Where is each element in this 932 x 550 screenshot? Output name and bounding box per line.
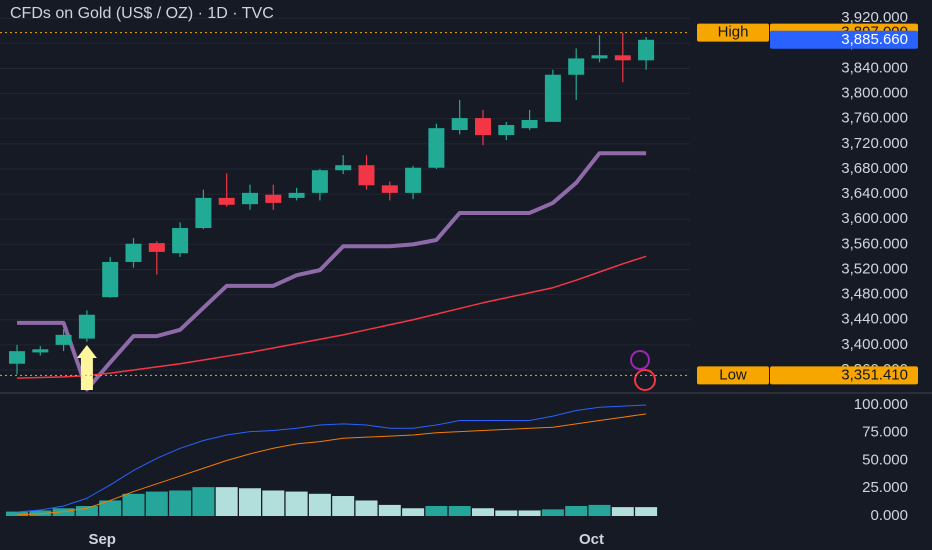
histogram-bar (215, 487, 238, 517)
candle-body (148, 243, 165, 252)
histogram-bar (472, 508, 494, 517)
candle-body (381, 185, 398, 193)
candle-body (218, 197, 235, 205)
y-tick-label: 3,840.000 (841, 59, 908, 76)
histogram-bar (565, 506, 588, 517)
candle-body (265, 194, 282, 203)
histogram-bar (169, 490, 192, 517)
price-name: High (718, 24, 749, 41)
histogram-bar (75, 506, 98, 517)
histogram-bar (29, 510, 52, 517)
histogram-bar (145, 491, 168, 517)
histogram-bar (635, 507, 658, 517)
histogram-bar (6, 511, 28, 517)
line (16, 404, 647, 513)
candle-body (195, 197, 212, 229)
histogram-bar (402, 508, 425, 517)
candle-body (405, 167, 422, 193)
candle-body (288, 192, 305, 198)
candle-body (544, 74, 561, 122)
x-tick-label: Oct (579, 531, 604, 548)
y-tick-label: 3,640.000 (841, 185, 908, 202)
candle-body (172, 228, 189, 254)
price-box (770, 30, 918, 49)
y-tick-label: 3,760.000 (841, 110, 908, 127)
candle-body (55, 334, 72, 345)
candle-body (335, 165, 352, 171)
candle-body (568, 58, 585, 75)
histogram-bar (239, 488, 261, 517)
candle-body (358, 165, 375, 186)
histogram-bar (425, 506, 448, 517)
histogram-bar (588, 504, 611, 517)
histogram-bar (518, 510, 541, 517)
y-tick-label: 25.000 (862, 479, 908, 496)
y-tick-label: 100.000 (854, 396, 908, 413)
histogram-bar (495, 510, 518, 517)
price-label: 3,885.660 (841, 31, 908, 48)
candle-body (9, 351, 25, 364)
candle-body (475, 118, 491, 136)
y-tick-label: 3,560.000 (841, 235, 908, 252)
y-tick-label: 75.000 (862, 424, 908, 441)
price-name: Low (719, 366, 747, 383)
candle-body (32, 349, 49, 353)
y-tick-label: 0.000 (870, 507, 908, 524)
candle-body (498, 125, 515, 136)
histogram-bar (285, 491, 308, 517)
event-icon (630, 350, 650, 370)
histogram-bar (99, 500, 122, 517)
y-tick-label: 3,680.000 (841, 160, 908, 177)
line (16, 255, 647, 379)
line (17, 151, 647, 392)
histogram-bar (308, 493, 331, 517)
candle-body (638, 39, 655, 61)
event-icon (634, 369, 656, 391)
histogram-bar (611, 507, 634, 517)
arrow-marker (76, 345, 97, 390)
candle-body (242, 192, 258, 205)
histogram-bar (122, 493, 145, 517)
y-tick-label: 3,800.000 (841, 85, 908, 102)
y-tick-label: 50.000 (862, 451, 908, 468)
candle-body (591, 55, 608, 59)
line (16, 413, 647, 516)
price-name-box (697, 366, 769, 385)
price-label: 3,351.410 (841, 366, 908, 383)
histogram-bar (448, 506, 471, 517)
candle-body (311, 170, 328, 193)
histogram-bar (332, 496, 355, 517)
histogram-bar (192, 487, 215, 517)
histogram-bar (541, 509, 564, 517)
y-tick-label: 3,520.000 (841, 260, 908, 277)
candle-body (451, 118, 468, 131)
y-tick-label: 3,600.000 (841, 210, 908, 227)
histogram-bar (262, 490, 285, 517)
candle-body (102, 261, 119, 298)
candle-body (125, 243, 142, 262)
chart-title: CFDs on Gold (US$ / OZ) · 1D · TVC (10, 5, 274, 22)
candle-body (521, 119, 538, 129)
histogram-bar (52, 508, 75, 517)
price-name-box (697, 23, 769, 42)
x-tick-label: Sep (88, 531, 116, 548)
candle-body (428, 128, 445, 168)
y-tick-label: 3,480.000 (841, 286, 908, 303)
candle-body (78, 314, 95, 339)
histogram-bar (355, 500, 378, 517)
y-tick-label: 3,920.000 (841, 9, 908, 26)
y-tick-label: 3,720.000 (841, 135, 908, 152)
histogram-bar (378, 504, 401, 517)
candle-body (614, 55, 631, 61)
price-box (770, 366, 918, 385)
y-tick-label: 3,400.000 (841, 336, 908, 353)
y-tick-label: 3,440.000 (841, 311, 908, 328)
